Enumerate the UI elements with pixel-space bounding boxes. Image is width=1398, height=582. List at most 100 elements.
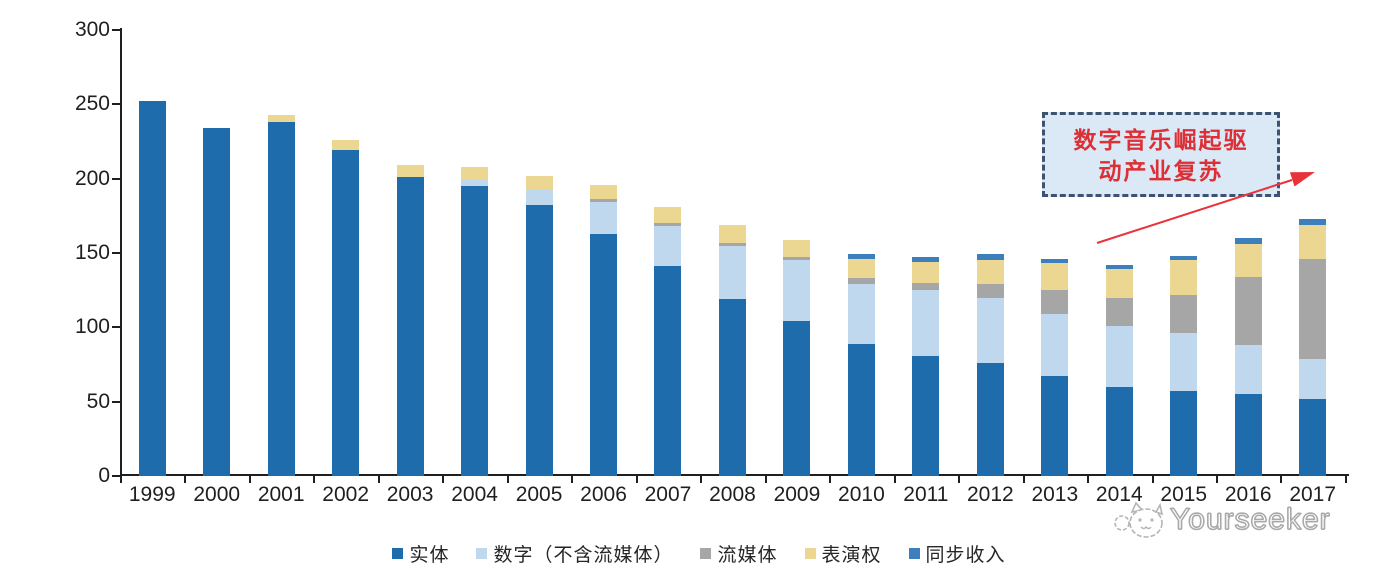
bar-2014-segment <box>1105 297 1133 326</box>
legend-swatch-icon <box>908 548 920 559</box>
bar-2003-segment <box>396 177 424 476</box>
legend-label: 实体 <box>409 545 450 566</box>
x-tick-label: 2011 <box>903 483 949 506</box>
bar-2011-segment <box>912 355 940 476</box>
x-tick <box>829 476 832 483</box>
y-tick-label: 50 <box>86 389 110 413</box>
x-tick <box>120 476 122 483</box>
bar-2017-segment <box>1299 224 1327 259</box>
bar-2011-segment <box>912 290 940 356</box>
legend-item: 表演权 <box>804 540 882 567</box>
x-tick <box>184 476 187 483</box>
x-tick-label: 2008 <box>709 483 756 506</box>
bar-2011-segment <box>912 261 940 283</box>
bar-2006-segment <box>590 233 618 476</box>
legend-label: 同步收入 <box>925 545 1006 566</box>
x-tick-label: 2017 <box>1289 483 1337 506</box>
legend-item: 实体 <box>392 540 449 567</box>
bar-1999-segment <box>138 101 166 476</box>
bar-2012-segment <box>976 254 1004 261</box>
legend: 实体 数字（不含流媒体） 流媒体 表演权 同步收入 <box>0 540 1398 567</box>
bar-2012-segment <box>976 260 1004 285</box>
x-tick-label: 2016 <box>1224 483 1272 506</box>
bar-2005-segment <box>525 205 553 476</box>
bar-2017-segment <box>1299 398 1327 476</box>
y-tick-label: 250 <box>74 92 110 116</box>
x-tick <box>1344 476 1347 483</box>
bar-2014-segment <box>1105 269 1133 298</box>
y-tick-label: 150 <box>74 241 110 264</box>
bar-2012-segment <box>976 363 1004 476</box>
bar-2004-segment <box>461 166 489 181</box>
x-tick-label: 2003 <box>386 483 434 506</box>
x-tick <box>958 476 961 483</box>
bar-2007-segment <box>654 226 682 267</box>
bar-2004-segment <box>461 186 489 476</box>
watermark: Yourseeker <box>1112 500 1331 540</box>
annotation-box: 数字音乐崛起驱 动产业复苏 <box>1042 112 1280 197</box>
legend-item: 数字（不含流媒体） <box>476 540 673 567</box>
legend-swatch-icon <box>392 548 404 559</box>
bar-2013-segment <box>1041 290 1069 314</box>
bar-2007-segment <box>654 266 682 476</box>
legend-item: 同步收入 <box>908 540 1006 567</box>
bar-2002-segment <box>332 150 360 476</box>
x-tick <box>506 476 509 483</box>
bar-2013-segment <box>1041 376 1069 476</box>
legend-label: 表演权 <box>821 545 882 566</box>
bar-2015-segment <box>1170 294 1198 334</box>
x-tick-label: 2000 <box>193 483 241 506</box>
bar-2016-segment <box>1234 394 1262 476</box>
x-tick-label: 2014 <box>1095 483 1143 506</box>
bar-2009-segment <box>783 239 811 258</box>
legend-label: 数字（不含流媒体） <box>493 545 674 566</box>
x-tick-label: 2006 <box>580 483 627 506</box>
x-tick-label: 2013 <box>1031 483 1079 506</box>
annotation-line1: 数字音乐崛起驱 <box>1073 127 1249 153</box>
x-tick-label: 2005 <box>515 483 563 506</box>
legend-item: 流媒体 <box>700 540 777 567</box>
x-tick <box>635 476 638 483</box>
y-tick-label: 100 <box>74 315 110 339</box>
x-tick <box>1215 476 1218 483</box>
bar-2014-segment <box>1105 264 1133 270</box>
watermark-brand: Yourseeker <box>1169 502 1331 536</box>
x-tick-label: 1999 <box>128 483 176 506</box>
bar-2010-segment <box>847 278 875 285</box>
bar-2005-segment <box>525 189 553 206</box>
annotation-line2: 动产业复苏 <box>1098 158 1224 184</box>
legend-swatch-icon <box>700 548 712 559</box>
bar-2008-segment <box>718 242 746 246</box>
bar-2008-segment <box>718 224 746 243</box>
bar-2003-segment <box>396 165 424 178</box>
cat-face-logo-icon <box>1114 501 1164 538</box>
x-tick <box>442 476 445 483</box>
bar-2009-segment <box>783 321 811 476</box>
y-axis-line <box>120 28 122 478</box>
bar-2006-segment <box>590 202 618 234</box>
bar-2007-segment <box>654 206 682 224</box>
legend-swatch-icon <box>804 548 816 559</box>
bar-2017-segment <box>1299 358 1327 399</box>
bar-2001-segment <box>267 122 295 476</box>
y-tick <box>112 177 120 180</box>
bar-2016-segment <box>1234 244 1262 277</box>
bar-2010-segment <box>847 258 875 279</box>
bar-2008-segment <box>718 299 746 476</box>
y-tick <box>112 400 120 403</box>
bar-2000-segment <box>203 128 231 476</box>
bar-2006-segment <box>590 199 618 203</box>
bar-2017-segment <box>1299 218 1327 225</box>
y-tick <box>112 29 120 31</box>
x-tick-label: 2007 <box>644 483 692 506</box>
bar-2013-segment <box>1041 258 1069 264</box>
legend-label: 流媒体 <box>717 545 778 566</box>
y-tick <box>112 252 120 254</box>
bar-2010-segment <box>847 254 875 259</box>
y-tick <box>112 103 120 106</box>
y-tick <box>112 326 120 329</box>
bar-2009-segment <box>783 257 811 261</box>
x-tick <box>1151 476 1154 483</box>
bar-2005-segment <box>525 175 553 190</box>
